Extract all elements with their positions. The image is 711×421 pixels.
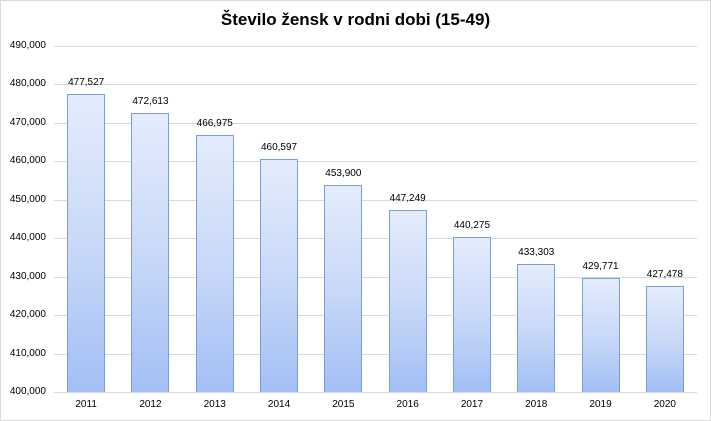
y-tick-label: 430,000 xyxy=(9,270,46,282)
data-label: 447,249 xyxy=(389,193,426,205)
data-label: 440,275 xyxy=(453,220,491,232)
y-tick-label: 480,000 xyxy=(9,78,46,90)
gridline xyxy=(54,276,697,278)
y-tick-label: 440,000 xyxy=(9,232,46,244)
gridline xyxy=(54,84,697,86)
bar-2013 xyxy=(195,134,234,392)
gridline xyxy=(54,46,697,47)
y-tick-label: 450,000 xyxy=(9,193,46,205)
data-label: 429,771 xyxy=(582,260,619,272)
x-tick-label: 2012 xyxy=(139,399,162,410)
x-tick-label: 2019 xyxy=(589,399,612,410)
bar-2014 xyxy=(260,159,299,392)
bar-2018 xyxy=(517,263,556,392)
x-tick-label: 2015 xyxy=(332,399,355,410)
data-label: 453,900 xyxy=(325,167,362,179)
x-tick-label: 2018 xyxy=(525,399,548,410)
bar-2019 xyxy=(581,277,620,392)
bar-2016 xyxy=(388,210,427,392)
x-tick-label: 2016 xyxy=(396,399,419,410)
y-tick-label: 400,000 xyxy=(9,386,46,397)
chart-title: Število žensk v rodni dobi (15-49) xyxy=(220,10,491,29)
data-label: 477,527 xyxy=(68,76,105,88)
data-label: 472,613 xyxy=(132,95,169,107)
x-tick-label: 2017 xyxy=(460,399,484,410)
plot-area: 477,527 472,613 466,975 460,597 453,900 447,2… xyxy=(54,46,697,393)
gridline xyxy=(54,315,697,317)
gridline xyxy=(54,161,697,163)
data-label: 427,478 xyxy=(646,269,683,281)
bar-2012 xyxy=(131,112,170,392)
bar-2020 xyxy=(645,286,684,392)
x-tick-label: 2014 xyxy=(267,399,291,410)
gridline xyxy=(54,238,697,240)
y-tick-label: 470,000 xyxy=(9,116,46,128)
y-tick-label: 410,000 xyxy=(9,347,46,359)
y-tick-label: 460,000 xyxy=(9,155,46,167)
bar-2015 xyxy=(324,184,363,392)
y-tick-label: 490,000 xyxy=(9,40,46,51)
gridline xyxy=(54,353,697,355)
x-tick-label: 2013 xyxy=(203,399,226,410)
bar-2017 xyxy=(452,237,491,392)
data-label: 460,597 xyxy=(260,142,298,154)
gridline xyxy=(54,199,697,201)
data-label: 433,303 xyxy=(518,246,555,258)
gridline xyxy=(54,392,697,393)
gridline xyxy=(54,122,697,124)
x-tick-label: 2020 xyxy=(653,399,676,410)
bar-2011 xyxy=(67,93,106,392)
y-tick-label: 420,000 xyxy=(9,309,46,321)
data-label: 466,975 xyxy=(196,117,233,129)
x-tick-label: 2011 xyxy=(75,399,97,410)
